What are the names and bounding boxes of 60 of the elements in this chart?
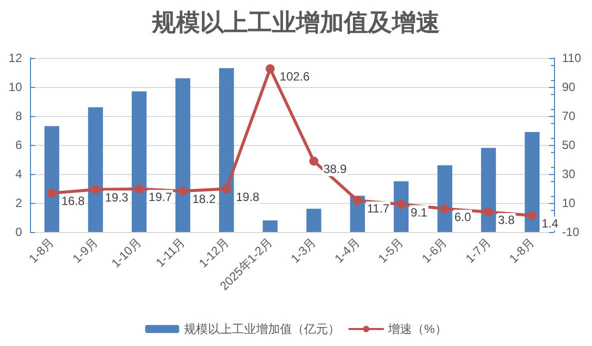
- legend-label: 增速（%）: [387, 322, 447, 336]
- data-label: 11.7: [367, 202, 390, 216]
- y2-tick-label: 110: [562, 51, 582, 65]
- y-tick-label: 8: [15, 109, 22, 123]
- x-tick-label: 1-4月: [332, 235, 362, 266]
- y2-tick-label: 90: [562, 80, 576, 94]
- point: [440, 204, 450, 214]
- bar: [262, 220, 278, 232]
- x-tick-label: 1-7月: [462, 235, 494, 266]
- point: [178, 186, 188, 196]
- x-tick-label: 1-11月: [153, 235, 188, 270]
- x-tick-label: 1-8月: [26, 235, 57, 266]
- point: [528, 210, 537, 220]
- data-label: 19.8: [236, 190, 260, 204]
- y-tick-label: 2: [15, 196, 22, 210]
- y2-tick-label: 30: [562, 167, 576, 181]
- x-tick-label: 1-5月: [375, 235, 406, 266]
- y2-tick-label: 10: [562, 196, 576, 210]
- x-tick-label: 1-6月: [419, 235, 450, 266]
- data-label: 3.8: [498, 212, 516, 227]
- data-label: 18.2: [192, 192, 216, 206]
- point: [222, 184, 231, 194]
- point: [134, 184, 144, 194]
- point: [266, 64, 275, 74]
- y-tick-label: 6: [15, 138, 22, 152]
- bar: [44, 126, 60, 232]
- data-label: 6.0: [454, 210, 472, 224]
- point: [353, 196, 362, 206]
- data-label: 16.8: [61, 194, 86, 208]
- y-tick-label: 4: [15, 167, 22, 181]
- bar: [481, 148, 496, 232]
- data-label: 19.7: [148, 190, 172, 204]
- point: [484, 207, 493, 216]
- x-tick-label: 1-9月: [70, 235, 100, 266]
- y2-tick-label: 50: [562, 138, 576, 152]
- bar: [219, 68, 234, 232]
- point: [309, 156, 318, 166]
- point: [47, 188, 56, 198]
- data-label: 19.3: [105, 190, 129, 205]
- legend-label: 规模以上工业增加值（亿元）: [184, 322, 340, 336]
- y-tick-label: 0: [15, 225, 22, 239]
- bar: [524, 132, 540, 232]
- x-tick-label: 1-3月: [288, 235, 319, 266]
- x-tick-label: 1-8月: [506, 235, 538, 266]
- bar: [88, 107, 103, 232]
- point: [396, 200, 406, 209]
- data-label: 9.1: [410, 205, 428, 220]
- data-label: 1.4: [542, 216, 559, 230]
- y2-tick-label: 70: [562, 109, 576, 123]
- chart-title: 规模以上工业增加值及增速: [151, 10, 440, 36]
- y-tick-label: 12: [8, 51, 22, 65]
- bar: [132, 91, 147, 232]
- data-label: 38.9: [323, 162, 348, 176]
- bar: [175, 78, 190, 232]
- bar: [306, 208, 322, 232]
- data-label: 102.6: [280, 70, 310, 84]
- bar: [437, 165, 452, 232]
- y2-tick-label: -10: [562, 225, 580, 239]
- point: [91, 185, 100, 194]
- y-tick-label: 10: [8, 80, 22, 94]
